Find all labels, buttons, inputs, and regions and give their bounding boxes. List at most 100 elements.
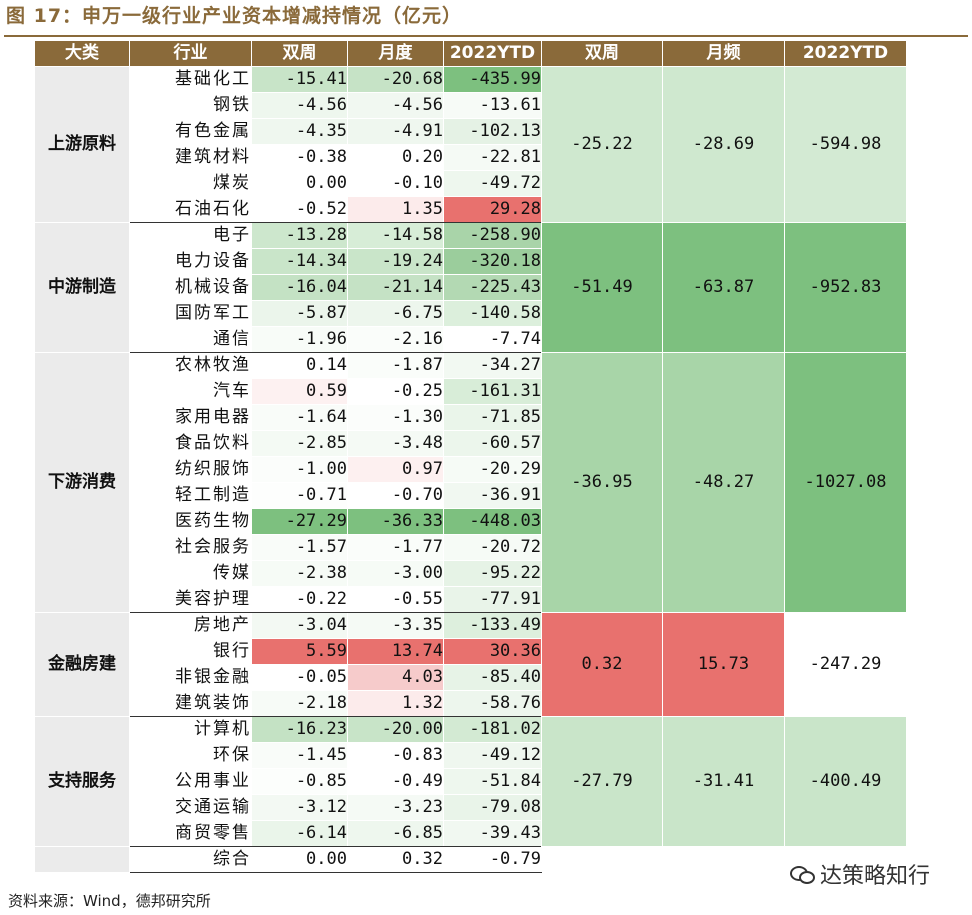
table-row: 传媒 -2.38 -3.00 -95.22 [35, 560, 907, 587]
table-row: 有色金属 -4.35 -4.91 -102.13 [35, 118, 907, 145]
value-cell: -0.25 [347, 378, 444, 405]
value-cell: -60.57 [443, 430, 542, 457]
industry-cell: 国防军工 [129, 300, 252, 327]
value-cell: -181.02 [443, 716, 542, 743]
value-cell: -95.22 [443, 560, 542, 587]
value-cell: -0.79 [443, 846, 542, 873]
value-cell: 0.32 [347, 846, 444, 873]
aggregate-cell: 0.32 [541, 612, 663, 717]
value-cell: -1.64 [251, 404, 348, 431]
industry-cell: 交通运输 [129, 794, 252, 821]
table-row: 建筑装饰 -2.18 1.32 -58.76 [35, 690, 907, 717]
table-row: 医药生物 -27.29 -36.33 -448.03 [35, 508, 907, 535]
industry-cell: 传媒 [129, 560, 252, 587]
table-row: 家用电器 -1.64 -1.30 -71.85 [35, 404, 907, 431]
value-cell: -20.72 [443, 534, 542, 561]
aggregate-cell: -31.41 [662, 716, 785, 847]
category-cell: 中游制造 [34, 222, 130, 353]
value-cell: -140.58 [443, 300, 542, 327]
value-cell: -4.56 [251, 92, 348, 119]
industry-cell: 通信 [129, 326, 252, 353]
value-cell: -0.52 [251, 196, 348, 223]
value-cell: -3.35 [347, 612, 444, 639]
aggregate-cell: -594.98 [784, 66, 907, 223]
header-industry: 行业 [129, 40, 252, 67]
value-cell: -49.12 [443, 742, 542, 769]
table-row: 综合 0.00 0.32 -0.79 [34, 846, 907, 873]
value-cell: -320.18 [443, 248, 542, 275]
value-cell: 30.36 [443, 638, 542, 665]
industry-cell: 商贸零售 [129, 820, 252, 847]
industry-cell: 银行 [129, 638, 252, 665]
aggregate-cell: -25.22 [541, 66, 663, 223]
category-cell: 下游消费 [34, 352, 130, 613]
aggregate-cell: -51.49 [541, 222, 663, 353]
title-divider [4, 35, 968, 37]
value-cell: -20.29 [443, 456, 542, 483]
watermark: 达策略知行 [790, 858, 930, 890]
wechat-icon [790, 864, 815, 884]
header-monthly: 月度 [347, 40, 444, 67]
value-cell: -0.49 [347, 768, 444, 795]
value-cell: -1.45 [251, 742, 348, 769]
value-cell: -2.18 [251, 690, 348, 717]
value-cell: -34.27 [443, 352, 542, 379]
aggregate-cell: -247.29 [784, 612, 907, 717]
table-row: 支持服务 计算机 -16.23 -20.00 -181.02 -27.79 -31.41 -4… [34, 716, 907, 847]
value-cell: -0.05 [251, 664, 348, 691]
value-cell: -13.28 [251, 222, 348, 249]
table-row: 下游消费 农林牧渔 0.14 -1.87 -34.27 -36.95 -48.27 -1027… [34, 352, 907, 613]
header-category: 大类 [34, 40, 130, 67]
value-cell: -1.57 [251, 534, 348, 561]
value-cell: -20.00 [347, 716, 444, 743]
industry-cell: 综合 [129, 846, 252, 873]
aggregate-cell: -63.87 [662, 222, 785, 353]
value-cell: -3.12 [251, 794, 348, 821]
value-cell: -14.58 [347, 222, 444, 249]
industry-cell: 房地产 [129, 612, 252, 639]
value-cell: 1.32 [347, 690, 444, 717]
watermark-text: 达策略知行 [820, 864, 931, 889]
value-cell: 4.03 [347, 664, 444, 691]
industry-cell: 基础化工 [129, 66, 252, 93]
value-cell: -161.31 [443, 378, 542, 405]
value-cell: -0.55 [347, 586, 444, 613]
category-cell: 支持服务 [34, 716, 130, 847]
value-cell: -36.33 [347, 508, 444, 535]
value-cell: 0.59 [251, 378, 348, 405]
value-cell: -1.77 [347, 534, 444, 561]
value-cell: -79.08 [443, 794, 542, 821]
value-cell: -13.61 [443, 92, 542, 119]
value-cell: -6.14 [251, 820, 348, 847]
industry-cell: 煤炭 [129, 170, 252, 197]
industry-cell: 纺织服饰 [129, 456, 252, 483]
table-row: 纺织服饰 -1.00 0.97 -20.29 [35, 456, 907, 483]
table-row: 非银金融 -0.05 4.03 -85.40 [35, 664, 907, 691]
value-cell: -77.91 [443, 586, 542, 613]
table-row: 上游原料 基础化工 -15.41 -20.68 -435.99 -25.22 -28.69-… [34, 66, 907, 223]
industry-cell: 医药生物 [129, 508, 252, 535]
industry-cell: 农林牧渔 [129, 352, 252, 379]
table-row: 轻工制造 -0.71 -0.70 -36.91 [35, 482, 907, 509]
table-body: 上游原料 基础化工 -15.41 -20.68 -435.99 -25.22 -28.69-… [34, 66, 907, 873]
value-cell: -15.41 [251, 66, 348, 93]
value-cell: -21.14 [347, 274, 444, 301]
value-cell: -258.90 [443, 222, 542, 249]
value-cell: -16.23 [251, 716, 348, 743]
category-cell: 上游原料 [34, 66, 130, 223]
value-cell: -448.03 [443, 508, 542, 535]
value-cell: -0.70 [347, 482, 444, 509]
header-agg-monthly: 月频 [662, 40, 785, 67]
value-cell: -39.43 [443, 820, 542, 847]
value-cell: -3.04 [251, 612, 348, 639]
source-note: 资料来源：Wind，德邦研究所 [8, 892, 211, 910]
capital-flow-table: 大类 行业 双周 月度 2022YTD 双周 月频 2022YTD 上游原料 基础… [34, 40, 907, 873]
industry-cell: 社会服务 [129, 534, 252, 561]
aggregate-cell: -36.95 [541, 352, 663, 613]
category-cell: 金融房建 [34, 612, 130, 717]
industry-cell: 计算机 [129, 716, 252, 743]
industry-cell: 有色金属 [129, 118, 252, 145]
table-row: 交通运输 -3.12 -3.23 -79.08 [35, 794, 907, 821]
value-cell: -14.34 [251, 248, 348, 275]
aggregate-cell: -1027.08 [784, 352, 907, 613]
